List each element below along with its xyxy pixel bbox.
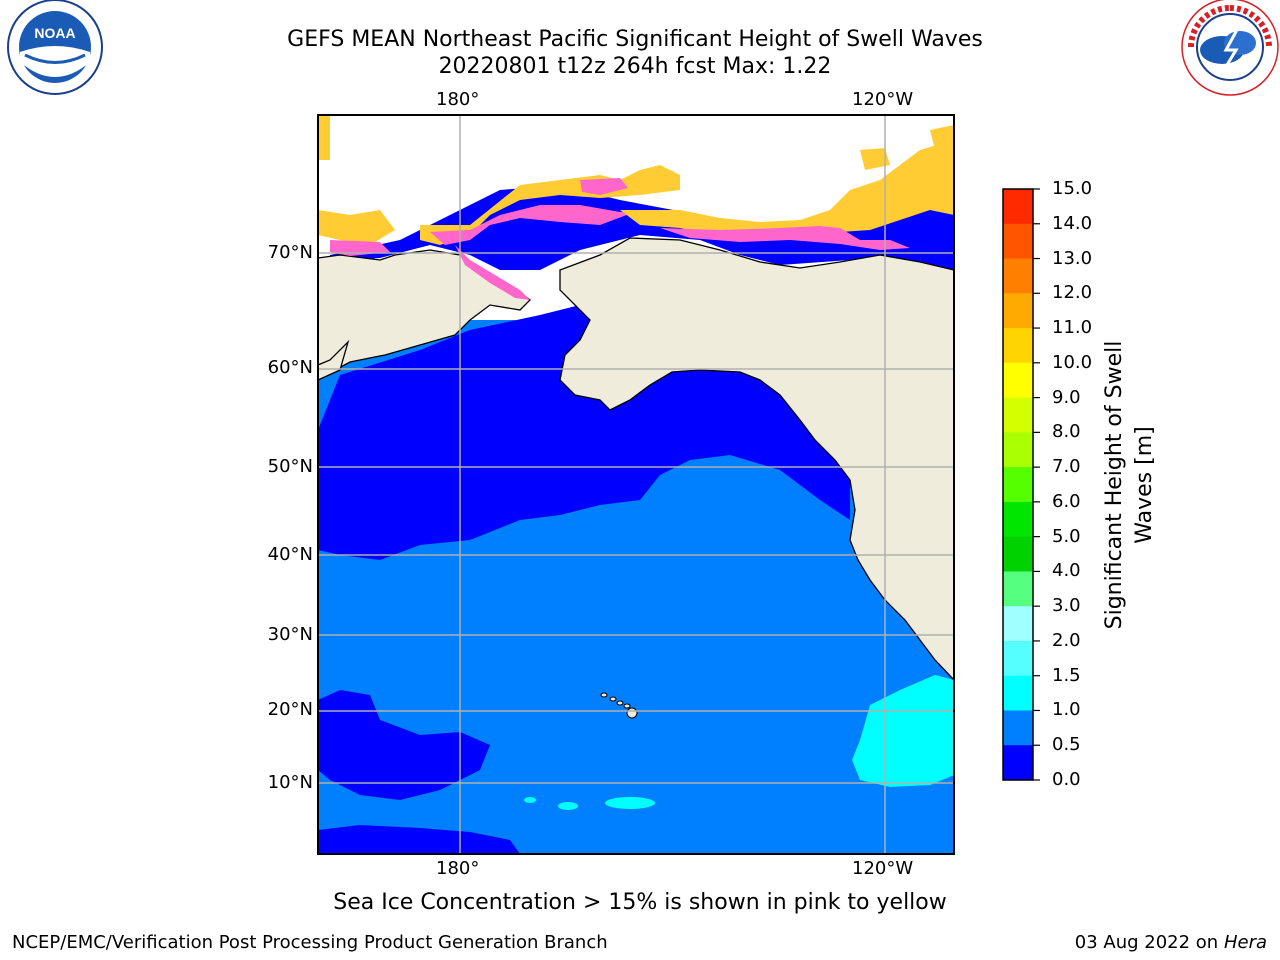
map-graticule [318, 115, 954, 854]
colorbar [1003, 188, 1040, 781]
lon-label-bottom-180: 180° [436, 858, 480, 879]
chart-title: GEFS MEAN Northeast Pacific Significant … [287, 27, 983, 52]
colorbar-swatch [1003, 675, 1033, 711]
map-plot [318, 115, 954, 854]
colorbar-swatch [1003, 258, 1033, 294]
colorbar-tick-label: 10.0 [1052, 351, 1093, 373]
colorbar-tick-label: 1.0 [1052, 699, 1081, 721]
colorbar-swatch [1003, 189, 1033, 225]
ocean-high-swell [852, 675, 954, 787]
colorbar-swatch [1003, 328, 1033, 364]
colorbar-swatch [1003, 571, 1033, 607]
colorbar-tick-label: 12.0 [1052, 282, 1093, 304]
noaa-logo: NOAA [7, 0, 103, 95]
lat-label-20n: 20°N [267, 699, 313, 720]
colorbar-swatch [1003, 606, 1033, 642]
colorbar-tick-label: 0.5 [1052, 734, 1081, 756]
colorbar-swatch [1003, 432, 1033, 468]
colorbar-swatch [1003, 710, 1033, 746]
tropical-low-patch-west [318, 690, 490, 800]
land-north-america [559, 237, 954, 681]
footer-date-text: 03 Aug 2022 on [1074, 932, 1219, 953]
colorbar-swatch [1003, 397, 1033, 433]
colorbar-tick-label: 1.5 [1052, 664, 1081, 686]
footer-host: Hera [1223, 932, 1267, 953]
colorbar-tick-label: 5.0 [1052, 525, 1081, 547]
lat-label-50n: 50°N [267, 456, 313, 477]
lat-label-10n: 10°N [267, 772, 313, 793]
lon-label-bottom-120w: 120°W [852, 858, 914, 879]
colorbar-swatch [1003, 745, 1033, 781]
chart-subtitle: 20220801 t12z 264h fcst Max: 1.22 [438, 54, 832, 79]
colorbar-tick-label: 14.0 [1052, 212, 1093, 234]
colorbar-swatch [1003, 467, 1033, 503]
colorbar-swatch [1003, 223, 1033, 260]
colorbar-tick-label: 0.0 [1052, 769, 1081, 790]
sea-ice-caption: Sea Ice Concentration > 15% is shown in … [333, 890, 947, 915]
nws-logo [1181, 0, 1279, 96]
colorbar-tick-label: 7.0 [1052, 456, 1081, 478]
lat-label-30n: 30°N [267, 624, 313, 645]
colorbar-label-line2: Waves [m] [1132, 426, 1157, 544]
colorbar-tick-label: 13.0 [1052, 247, 1093, 269]
map-frame [317, 114, 955, 855]
colorbar-tick-label: 8.0 [1052, 421, 1081, 443]
colorbar-tick-label: 9.0 [1052, 386, 1081, 408]
colorbar-label-line1: Significant Height of Swell [1102, 340, 1127, 630]
colorbar-frame [1002, 188, 1034, 781]
colorbar-swatch [1003, 536, 1033, 572]
colorbar-tick-label: 2.0 [1052, 629, 1081, 651]
colorbar-swatch [1003, 501, 1033, 538]
footer-credit: NCEP/EMC/Verification Post Processing Pr… [12, 932, 608, 953]
land-siberia [318, 249, 531, 379]
colorbar-tick-label: 11.0 [1052, 317, 1093, 339]
sea-ice [318, 115, 954, 300]
lat-label-70n: 70°N [267, 242, 313, 263]
colorbar-swatch [1003, 640, 1033, 677]
lat-label-60n: 60°N [267, 357, 313, 378]
noaa-logo-label: NOAA [34, 25, 75, 41]
colorbar-swatch [1003, 362, 1033, 399]
lon-label-top-180: 180° [436, 89, 480, 110]
colorbar-swatch [1003, 293, 1033, 329]
colorbar-tick-label: 4.0 [1052, 560, 1081, 582]
colorbar-tick-label: 6.0 [1052, 490, 1081, 512]
lat-label-40n: 40°N [267, 544, 313, 565]
tropical-low-patch-south [318, 825, 520, 854]
footer-date: 03 Aug 2022 on Hera [1075, 932, 1267, 953]
colorbar-tick-label: 15.0 [1052, 178, 1093, 199]
colorbar-label: Significant Height of Swell Waves [m] [1100, 225, 1160, 745]
colorbar-tick-label: 3.0 [1052, 595, 1081, 617]
lon-label-top-120w: 120°W [852, 89, 914, 110]
